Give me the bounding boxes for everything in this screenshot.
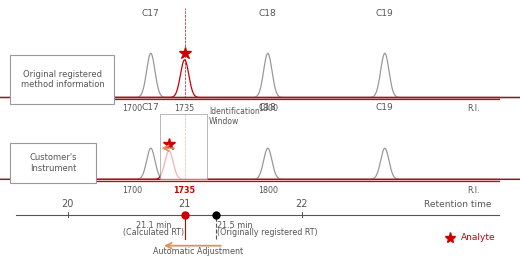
Text: C17: C17 [142, 103, 160, 112]
Text: 1700: 1700 [123, 104, 142, 113]
Bar [10, 55, 114, 104]
Text: (Calculated RT): (Calculated RT) [123, 228, 184, 237]
Text: (Originally registered RT): (Originally registered RT) [217, 228, 318, 237]
Text: R.I.: R.I. [467, 104, 479, 113]
Bar [10, 143, 96, 183]
Bar [160, 114, 207, 179]
Text: Customer's
Instrument: Customer's Instrument [30, 153, 77, 173]
Text: R.I.: R.I. [467, 186, 479, 195]
Text: 22: 22 [295, 199, 308, 209]
Text: C19: C19 [376, 103, 394, 112]
Text: Identification
Window: Identification Window [209, 107, 260, 126]
Text: 1735: 1735 [175, 104, 194, 113]
Text: 1735: 1735 [174, 186, 196, 195]
Text: 1800: 1800 [258, 104, 278, 113]
Text: Automatic Adjustment: Automatic Adjustment [152, 247, 243, 256]
Text: 21.5 min: 21.5 min [217, 221, 253, 230]
Text: 1700: 1700 [123, 186, 142, 195]
Text: C17: C17 [142, 9, 160, 18]
Text: 21: 21 [178, 199, 191, 209]
Text: 1800: 1800 [258, 186, 278, 195]
Text: 21.1 min: 21.1 min [136, 221, 171, 230]
Text: C18: C18 [259, 9, 277, 18]
Text: Analyte: Analyte [461, 233, 496, 242]
Text: Original registered
method information: Original registered method information [20, 70, 105, 89]
Text: C18: C18 [259, 103, 277, 112]
Text: Retention time: Retention time [424, 200, 491, 209]
Text: C19: C19 [376, 9, 394, 18]
Text: 20: 20 [61, 199, 74, 209]
